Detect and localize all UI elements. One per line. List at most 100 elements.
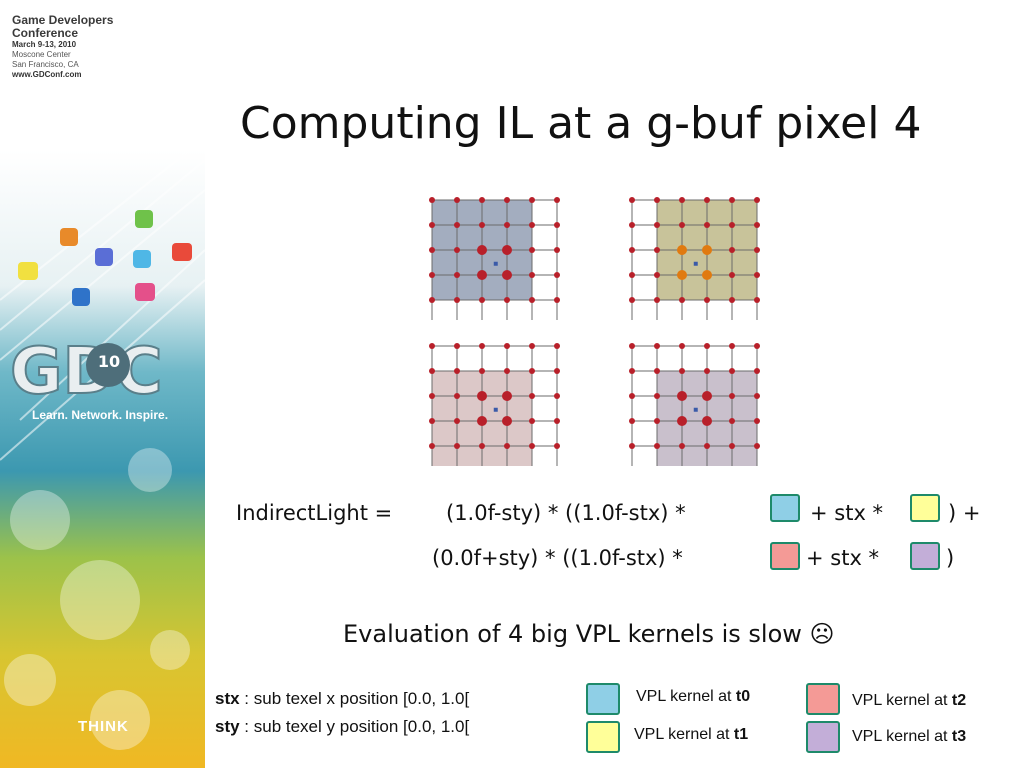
legend-kernel-t1: VPL kernel at t1 [634, 726, 748, 744]
grid-node [654, 343, 660, 349]
equation-line1-c: ) + [948, 501, 981, 525]
grid-node [479, 368, 485, 374]
grid-node [479, 197, 485, 203]
grid-node [629, 272, 635, 278]
grid-node [529, 343, 535, 349]
grid-node [429, 222, 435, 228]
grid-node [454, 272, 460, 278]
grid-node [429, 443, 435, 449]
grid-node [479, 443, 485, 449]
grid-node [629, 393, 635, 399]
grid-node [529, 197, 535, 203]
grid-node [704, 222, 710, 228]
grid-node [429, 272, 435, 278]
equation-line1-b: + stx * [810, 501, 884, 525]
legend-sty-term: sty [215, 717, 240, 736]
grid-node [754, 393, 760, 399]
grid-node [729, 343, 735, 349]
grid-node [554, 343, 560, 349]
texel-sample [477, 245, 487, 255]
equation-lhs: IndirectLight = [236, 501, 393, 525]
grid-node [554, 197, 560, 203]
grid-node [454, 418, 460, 424]
grid-node [729, 393, 735, 399]
grid-t2-svg [429, 343, 560, 474]
texel-sample [702, 270, 712, 280]
grid-node [629, 418, 635, 424]
grid-node [504, 343, 510, 349]
texel-sample [477, 270, 487, 280]
grid-node [454, 343, 460, 349]
grid-node [654, 297, 660, 303]
texel-sample [502, 391, 512, 401]
sponsor-logo: THINK [78, 718, 129, 735]
grid-node [654, 368, 660, 374]
grid-node [729, 222, 735, 228]
grid-node [754, 418, 760, 424]
grid-node [629, 443, 635, 449]
equation-line2-c: ) [946, 546, 955, 570]
grid-node [654, 418, 660, 424]
grid-node [729, 297, 735, 303]
texel-sample [477, 391, 487, 401]
grid-node [654, 222, 660, 228]
texel-sample [677, 416, 687, 426]
grid-node [529, 272, 535, 278]
grid-node [429, 247, 435, 253]
app-icons [18, 210, 192, 306]
grid-node [454, 222, 460, 228]
grid-node [754, 272, 760, 278]
grid-node [629, 197, 635, 203]
grid-node [454, 368, 460, 374]
grid-node [654, 247, 660, 253]
legend-kernel-t1-prefix: VPL kernel at [634, 726, 734, 743]
texel-sample [502, 416, 512, 426]
grid-node [729, 443, 735, 449]
conference-name-line1: Game Developers [12, 13, 114, 27]
gdc-artwork: GDC [0, 149, 205, 768]
equation-line2-a: (0.0f+sty) * ((1.0f-stx) * [432, 546, 683, 570]
texel-sample [677, 391, 687, 401]
conference-name-line2: Conference [12, 26, 79, 40]
equation-line2-b: + stx * [806, 546, 880, 570]
grid-node [529, 222, 535, 228]
grid-node [504, 222, 510, 228]
conference-website: www.GDConf.com [12, 70, 82, 79]
legend-kernel-t3: VPL kernel at t3 [852, 728, 966, 746]
gbuf-pixel-marker [493, 407, 498, 412]
grid-node [729, 197, 735, 203]
grid-node [679, 297, 685, 303]
grid-t0-svg [429, 197, 560, 328]
grid-node [754, 222, 760, 228]
legend-swatch-t0 [586, 683, 620, 715]
grid-node [754, 247, 760, 253]
equation-swatch-t3 [910, 542, 940, 570]
grid-node [704, 197, 710, 203]
grid-node [554, 272, 560, 278]
legend-stx: stx : sub texel x position [0.0, 1.0[ [215, 689, 469, 709]
grid-node [554, 418, 560, 424]
equation-swatch-t1 [910, 494, 940, 522]
texel-sample [477, 416, 487, 426]
gbuf-pixel-marker [693, 407, 698, 412]
svg-text:GDC: GDC [10, 335, 163, 409]
legend-kernel-t2-prefix: VPL kernel at [852, 692, 952, 709]
grid-node [554, 247, 560, 253]
grid-node [679, 197, 685, 203]
grid-node [654, 393, 660, 399]
gdc-badge-number: 10 [97, 352, 121, 371]
legend-swatch-t1 [586, 721, 620, 753]
gbuf-pixel-marker [693, 261, 698, 266]
grid-node [454, 197, 460, 203]
grid-t3-svg [629, 343, 760, 474]
equation-line1-a: (1.0f-sty) * ((1.0f-stx) * [446, 501, 686, 525]
grid-node [454, 393, 460, 399]
grid-node [729, 418, 735, 424]
grid-node [729, 247, 735, 253]
grid-node [529, 393, 535, 399]
grid-node [454, 247, 460, 253]
grid-node [654, 272, 660, 278]
grid-node [529, 297, 535, 303]
conference-venue: Moscone Center [12, 50, 71, 59]
grid-node [554, 222, 560, 228]
